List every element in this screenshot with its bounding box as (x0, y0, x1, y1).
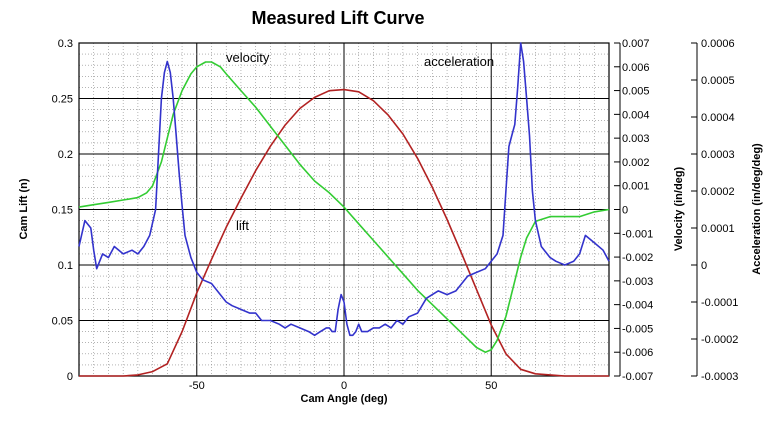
chart-title: Measured Lift Curve (251, 8, 424, 28)
y-tick-label: 0.3 (58, 38, 73, 50)
y3-tick-label: 0.0003 (701, 149, 735, 161)
y-tick-label: 0.1 (58, 260, 73, 272)
y3-tick-label: -0.0001 (701, 297, 738, 309)
y-tick-label: 0 (67, 371, 73, 383)
y3-tick-label: 0.0004 (701, 112, 735, 124)
y2-axis-title: Velocity (in/deg) (673, 166, 685, 251)
y3-tick-label: 0 (701, 260, 707, 272)
y2-tick-label: 0.005 (622, 86, 650, 98)
x-axis: -50 0 50 (189, 380, 498, 392)
y2-tick-label: 0.007 (622, 38, 650, 50)
y-axis-title: Cam Lift (n) (18, 178, 30, 239)
acceleration-series-line (78, 42, 610, 337)
velocity-series-line (78, 61, 610, 354)
y-axis-velocity: -0.007 -0.006 -0.005 -0.004 -0.003 -0.002 -0.0… (614, 38, 653, 383)
x-axis-title: Cam Angle (deg) (301, 393, 388, 405)
y2-tick-label: -0.007 (622, 371, 653, 383)
y2-tick-label: -0.005 (622, 323, 653, 335)
velocity-annotation: velocity (226, 50, 270, 65)
y3-tick-label: -0.0002 (701, 334, 738, 346)
y3-tick-label: 0.0005 (701, 75, 735, 87)
lift-annotation: lift (236, 218, 249, 233)
y3-tick-label: -0.0003 (701, 371, 738, 383)
acceleration-annotation: acceleration (424, 54, 494, 69)
y3-axis-title: Acceleration (in/deg/deg) (751, 143, 763, 275)
y-axis-left: 0 0.05 0.1 0.15 0.2 0.25 0.3 (52, 38, 73, 383)
y3-tick-label: 0.0002 (701, 186, 735, 198)
y2-tick-label: 0 (622, 205, 628, 217)
x-tick-label: 50 (485, 380, 497, 392)
y-axis-acceleration: -0.0003 -0.0002 -0.0001 0 0.0001 0.0002 0.0003… (691, 38, 738, 383)
y2-tick-label: 0.004 (622, 109, 650, 121)
y2-tick-label: 0.006 (622, 62, 650, 74)
y2-tick-label: 0.001 (622, 181, 650, 193)
y2-tick-label: -0.001 (622, 228, 653, 240)
x-tick-label: -50 (189, 380, 205, 392)
x-tick-label: 0 (341, 380, 347, 392)
y3-tick-label: 0.0001 (701, 223, 735, 235)
y3-tick-label: 0.0006 (701, 38, 735, 50)
y2-tick-label: -0.004 (622, 300, 653, 312)
y2-tick-label: 0.002 (622, 157, 650, 169)
series (78, 42, 610, 377)
y2-tick-label: 0.003 (622, 133, 650, 145)
y-tick-label: 0.05 (52, 316, 73, 328)
y2-tick-label: -0.003 (622, 276, 653, 288)
y2-tick-label: -0.002 (622, 252, 653, 264)
y-tick-label: 0.2 (58, 149, 73, 161)
y-tick-label: 0.15 (52, 205, 73, 217)
y2-tick-label: -0.006 (622, 347, 653, 359)
y-tick-label: 0.25 (52, 94, 73, 106)
lift-series-line (79, 88, 609, 377)
